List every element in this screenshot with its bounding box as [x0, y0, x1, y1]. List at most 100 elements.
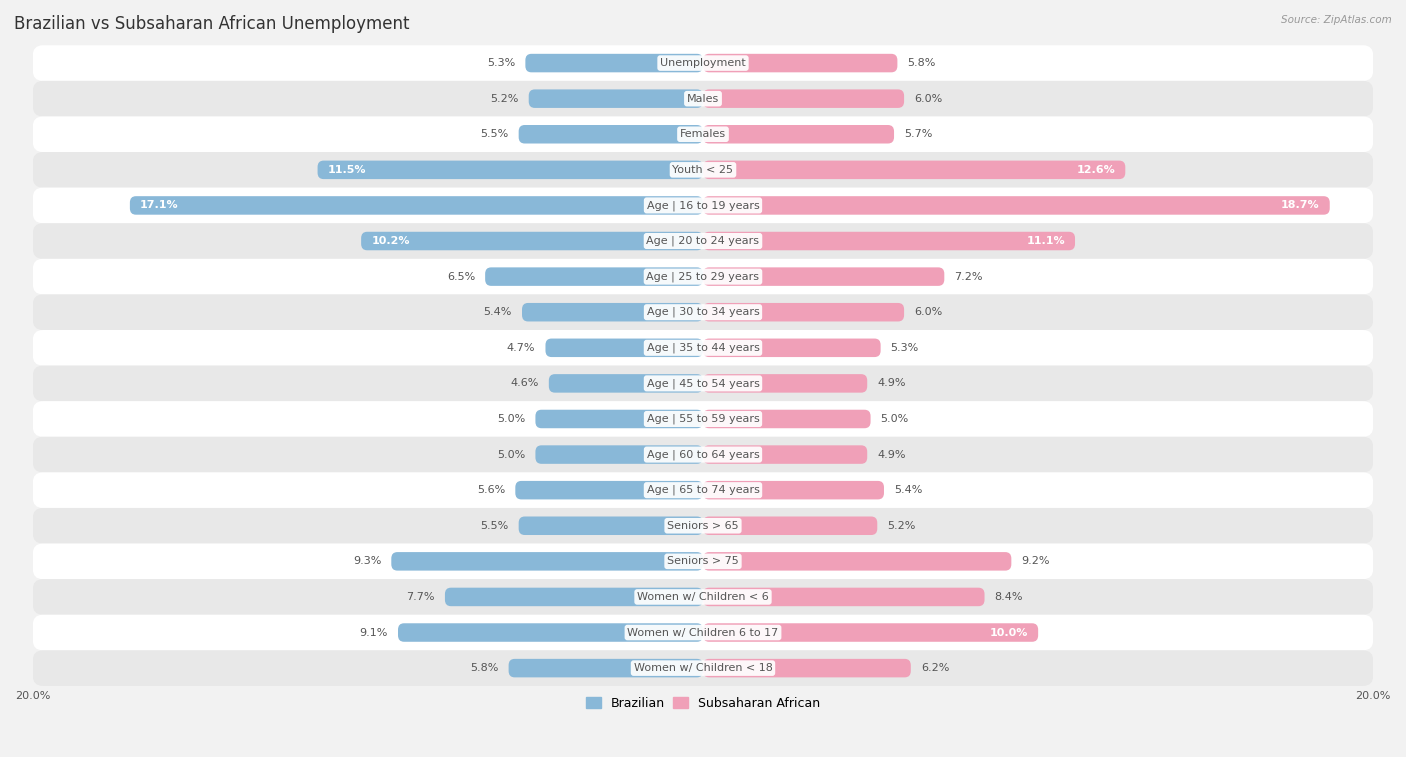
Text: Women w/ Children 6 to 17: Women w/ Children 6 to 17 [627, 628, 779, 637]
Text: 6.5%: 6.5% [447, 272, 475, 282]
Text: Women w/ Children < 18: Women w/ Children < 18 [634, 663, 772, 673]
FancyBboxPatch shape [32, 615, 1374, 650]
Text: 4.9%: 4.9% [877, 378, 905, 388]
FancyBboxPatch shape [548, 374, 703, 393]
Text: 4.6%: 4.6% [510, 378, 538, 388]
FancyBboxPatch shape [32, 45, 1374, 81]
Text: 5.4%: 5.4% [484, 307, 512, 317]
Text: Age | 30 to 34 years: Age | 30 to 34 years [647, 307, 759, 317]
FancyBboxPatch shape [703, 89, 904, 108]
FancyBboxPatch shape [546, 338, 703, 357]
FancyBboxPatch shape [529, 89, 703, 108]
FancyBboxPatch shape [536, 410, 703, 428]
FancyBboxPatch shape [703, 410, 870, 428]
Text: 4.7%: 4.7% [508, 343, 536, 353]
Text: 9.2%: 9.2% [1021, 556, 1050, 566]
Text: 5.3%: 5.3% [486, 58, 516, 68]
FancyBboxPatch shape [485, 267, 703, 286]
FancyBboxPatch shape [703, 374, 868, 393]
Text: 10.2%: 10.2% [371, 236, 409, 246]
FancyBboxPatch shape [32, 188, 1374, 223]
FancyBboxPatch shape [361, 232, 703, 251]
FancyBboxPatch shape [703, 267, 945, 286]
Text: 5.3%: 5.3% [890, 343, 920, 353]
FancyBboxPatch shape [536, 445, 703, 464]
Text: 7.7%: 7.7% [406, 592, 434, 602]
FancyBboxPatch shape [32, 259, 1374, 294]
FancyBboxPatch shape [318, 160, 703, 179]
Text: 5.0%: 5.0% [880, 414, 908, 424]
Text: Age | 20 to 24 years: Age | 20 to 24 years [647, 235, 759, 246]
FancyBboxPatch shape [519, 125, 703, 144]
Text: 6.0%: 6.0% [914, 307, 942, 317]
Text: 6.2%: 6.2% [921, 663, 949, 673]
FancyBboxPatch shape [32, 579, 1374, 615]
Text: 7.2%: 7.2% [955, 272, 983, 282]
FancyBboxPatch shape [519, 516, 703, 535]
FancyBboxPatch shape [32, 294, 1374, 330]
Text: Women w/ Children < 6: Women w/ Children < 6 [637, 592, 769, 602]
Text: Age | 35 to 44 years: Age | 35 to 44 years [647, 343, 759, 353]
Text: 11.1%: 11.1% [1026, 236, 1064, 246]
Text: 5.2%: 5.2% [887, 521, 915, 531]
FancyBboxPatch shape [32, 401, 1374, 437]
FancyBboxPatch shape [391, 552, 703, 571]
Text: Age | 55 to 59 years: Age | 55 to 59 years [647, 414, 759, 424]
Text: Brazilian vs Subsaharan African Unemployment: Brazilian vs Subsaharan African Unemploy… [14, 15, 409, 33]
Text: 5.4%: 5.4% [894, 485, 922, 495]
FancyBboxPatch shape [32, 472, 1374, 508]
FancyBboxPatch shape [703, 623, 1038, 642]
Text: Seniors > 65: Seniors > 65 [668, 521, 738, 531]
Text: 17.1%: 17.1% [141, 201, 179, 210]
Legend: Brazilian, Subsaharan African: Brazilian, Subsaharan African [581, 692, 825, 715]
FancyBboxPatch shape [703, 338, 880, 357]
FancyBboxPatch shape [32, 437, 1374, 472]
FancyBboxPatch shape [526, 54, 703, 73]
FancyBboxPatch shape [703, 160, 1125, 179]
Text: Age | 16 to 19 years: Age | 16 to 19 years [647, 200, 759, 210]
Text: 5.2%: 5.2% [491, 94, 519, 104]
FancyBboxPatch shape [703, 125, 894, 144]
FancyBboxPatch shape [509, 659, 703, 678]
FancyBboxPatch shape [32, 152, 1374, 188]
Text: 5.0%: 5.0% [498, 414, 526, 424]
FancyBboxPatch shape [129, 196, 703, 215]
Text: 9.1%: 9.1% [360, 628, 388, 637]
FancyBboxPatch shape [32, 223, 1374, 259]
FancyBboxPatch shape [32, 650, 1374, 686]
FancyBboxPatch shape [703, 659, 911, 678]
Text: Unemployment: Unemployment [661, 58, 745, 68]
Text: Age | 65 to 74 years: Age | 65 to 74 years [647, 485, 759, 495]
Text: 8.4%: 8.4% [994, 592, 1024, 602]
FancyBboxPatch shape [522, 303, 703, 322]
FancyBboxPatch shape [32, 544, 1374, 579]
FancyBboxPatch shape [703, 196, 1330, 215]
FancyBboxPatch shape [703, 303, 904, 322]
FancyBboxPatch shape [703, 232, 1076, 251]
FancyBboxPatch shape [32, 81, 1374, 117]
Text: 4.9%: 4.9% [877, 450, 905, 459]
FancyBboxPatch shape [703, 54, 897, 73]
Text: Males: Males [688, 94, 718, 104]
Text: 5.7%: 5.7% [904, 129, 932, 139]
FancyBboxPatch shape [32, 366, 1374, 401]
Text: 5.8%: 5.8% [470, 663, 499, 673]
Text: 5.6%: 5.6% [477, 485, 505, 495]
Text: 5.5%: 5.5% [481, 521, 509, 531]
FancyBboxPatch shape [516, 481, 703, 500]
Text: Age | 60 to 64 years: Age | 60 to 64 years [647, 450, 759, 459]
FancyBboxPatch shape [32, 330, 1374, 366]
FancyBboxPatch shape [703, 552, 1011, 571]
Text: Age | 45 to 54 years: Age | 45 to 54 years [647, 378, 759, 388]
Text: Source: ZipAtlas.com: Source: ZipAtlas.com [1281, 15, 1392, 25]
FancyBboxPatch shape [444, 587, 703, 606]
Text: 12.6%: 12.6% [1077, 165, 1115, 175]
FancyBboxPatch shape [398, 623, 703, 642]
Text: 5.5%: 5.5% [481, 129, 509, 139]
Text: 5.8%: 5.8% [907, 58, 936, 68]
FancyBboxPatch shape [32, 117, 1374, 152]
Text: Age | 25 to 29 years: Age | 25 to 29 years [647, 271, 759, 282]
Text: Females: Females [681, 129, 725, 139]
FancyBboxPatch shape [703, 516, 877, 535]
Text: 6.0%: 6.0% [914, 94, 942, 104]
